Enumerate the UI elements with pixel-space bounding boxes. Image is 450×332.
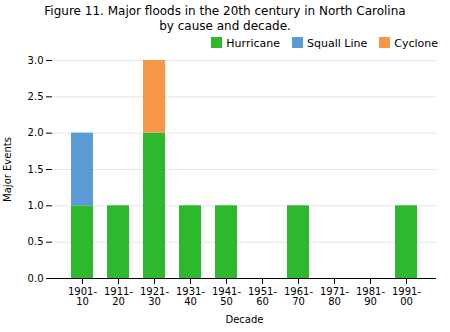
svg-text:1961-70: 1961-70 bbox=[284, 286, 313, 307]
svg-text:1.0: 1.0 bbox=[28, 200, 44, 211]
svg-text:Decade: Decade bbox=[226, 314, 264, 325]
svg-text:1971-80: 1971-80 bbox=[320, 286, 349, 307]
html-text:Cyclone: Cyclone bbox=[394, 37, 438, 50]
svg-text:0.0: 0.0 bbox=[28, 273, 44, 284]
svg-text:0.5: 0.5 bbox=[28, 236, 44, 247]
html-text:Hurricane: Hurricane bbox=[226, 37, 280, 50]
svg-text:1921-30: 1921-30 bbox=[140, 286, 169, 307]
svg-text:2.5: 2.5 bbox=[28, 91, 44, 102]
svg-text:2.0: 2.0 bbox=[28, 127, 44, 138]
svg-text:1931-40: 1931-40 bbox=[176, 286, 205, 307]
svg-text:1.5: 1.5 bbox=[28, 164, 44, 175]
svg-text:1941-50: 1941-50 bbox=[212, 286, 241, 307]
svg-text:1951-60: 1951-60 bbox=[248, 286, 277, 307]
html-text:Squall Line: Squall Line bbox=[307, 37, 368, 50]
svg-text:3.0: 3.0 bbox=[28, 55, 44, 66]
svg-text:1991-00: 1991-00 bbox=[392, 286, 421, 307]
svg-text:1981-90: 1981-90 bbox=[356, 286, 385, 307]
svg-text:1901-10: 1901-10 bbox=[68, 286, 97, 307]
svg-text:Major Events: Major Events bbox=[2, 137, 13, 202]
svg-text:1911-20: 1911-20 bbox=[104, 286, 133, 307]
html-text:Figure 11. Major floods in the: Figure 11. Major floods in the 20th cent… bbox=[44, 4, 406, 33]
